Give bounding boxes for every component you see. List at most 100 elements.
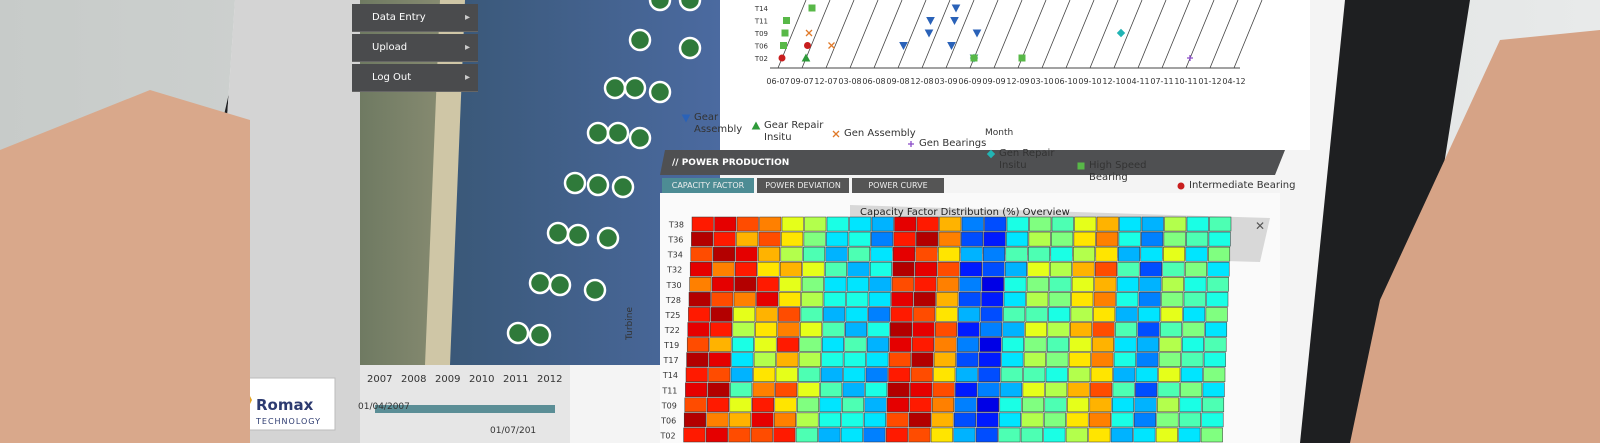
heatmap-cell [1088,427,1111,443]
grid-line [873,0,903,69]
heatmap-cell [844,337,867,352]
event-point [801,53,811,62]
heatmap-cell [730,367,753,382]
y-tick-label: T14 [754,5,769,13]
heatmap-cell [955,367,978,382]
y-tick-label: T02 [754,55,768,63]
heatmap-cell [801,277,824,292]
heatmap-cell [773,427,796,443]
heatmap-cell [1020,427,1043,443]
heatmap-cell [841,412,864,428]
heatmap-cell [1111,412,1134,428]
tab[interactable]: POWER CURVE [852,178,944,193]
heatmap-cell [936,277,959,292]
turbine-marker [628,28,652,52]
legend-label: High Speed Bearing [1089,160,1147,183]
x-tick-label: 12-08 [910,77,933,86]
heatmap-cell [710,322,733,337]
x-tick-label: 10-11 [1174,77,1197,86]
heatmap-cell [1135,367,1158,382]
heatmap-cell [1043,412,1066,428]
y-tick-label: T36 [667,236,683,245]
heatmap-cell [1134,397,1157,413]
events-panel [720,0,1310,150]
y-tick-label: T11 [754,18,768,26]
heatmap-cell [959,277,982,292]
heatmap-cell [998,412,1021,428]
tab[interactable]: CAPACITY FACTOR [662,178,754,193]
heatmap-cell [708,367,731,382]
close-button[interactable]: ✕ [1255,219,1265,233]
heatmap-cell [932,382,955,398]
heatmap-cell [1201,412,1224,428]
heatmap-cell [1180,382,1203,398]
heatmap-cell [889,337,912,352]
heatmap-cell [998,427,1021,443]
heatmap-cell [1161,277,1184,292]
grid-line [1209,0,1239,69]
x-tick-label: 03-10 [1030,77,1053,86]
event-point [986,149,996,159]
heatmap-cell [1157,382,1180,398]
heatmap-cell [845,322,868,337]
heatmap-cell [752,397,775,413]
heatmap-cell [1137,322,1160,337]
heatmap-cell [774,397,797,413]
turbine-marker [606,121,630,145]
heatmap-cell [1112,397,1135,413]
timeline-end: 01/07/201 [490,426,537,436]
heatmap-cell [800,322,823,337]
heatmap-cell [686,337,709,352]
heatmap-cell [1094,261,1117,277]
turbine-marker [506,321,530,345]
heatmap-cell [1115,322,1138,337]
tab[interactable]: POWER DEVIATION [757,178,849,193]
heatmap-cell [824,277,847,292]
menu-item[interactable]: Upload [352,34,478,62]
section-title: // POWER PRODUCTION [672,158,790,168]
grid-line [1233,0,1263,69]
heatmap-cell [713,246,736,262]
heatmap-cell [1181,337,1204,352]
heatmap-cell [1051,216,1074,232]
heatmap-cell [961,231,984,247]
heatmap-cell [954,397,977,413]
heatmap-cell [1181,352,1204,367]
heatmap-cell [799,337,822,352]
menu-item[interactable]: Log Out [352,64,478,92]
grid-line [1041,0,1071,69]
heatmap-cell [1208,231,1231,247]
heatmap-cell [780,246,803,262]
heatmap-cell [689,261,712,277]
heatmap-cell [934,337,957,352]
x-tick-label: 03-08 [838,77,861,86]
legend-label: Gen Bearings [919,138,987,149]
heatmap-cell [1048,307,1071,322]
menu-item[interactable]: Data Entry [352,4,478,32]
heatmap-cell [1185,246,1208,262]
heatmap-cell [691,216,714,232]
heatmap-cell [869,261,892,277]
events-x-label: Month [985,128,1013,138]
heatmap-cell [1050,246,1073,262]
y-tick-label: T09 [754,30,768,38]
heatmap-cell [798,352,821,367]
heatmap-cell [1096,216,1119,232]
grid-line [1161,0,1191,69]
event-point [808,4,816,12]
heatmap-cell [728,427,751,443]
heatmap-cell [733,292,756,307]
heatmap-cell [800,307,823,322]
heatmap-cell [913,292,936,307]
x-tick-label: 12-09 [1006,77,1029,86]
heatmap-cell [756,292,779,307]
heatmap-cell [750,427,773,443]
heatmap-cell [1138,307,1161,322]
heatmap-cell [729,397,752,413]
event-point [828,42,835,49]
heatmap-cell [1000,367,1023,382]
heatmap-cell [1071,277,1094,292]
heatmap-cell [706,412,729,428]
heatmap-cell [778,307,801,322]
legend-label: Gen Repair Insitu [999,148,1055,171]
